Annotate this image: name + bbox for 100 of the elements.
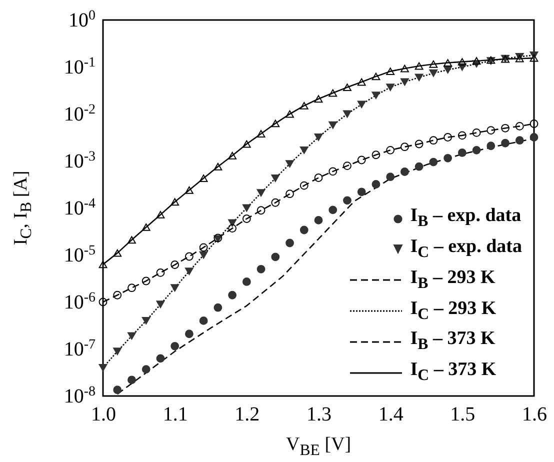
point: [256, 206, 266, 215]
point: [300, 102, 308, 110]
y-tick-label: 10$^{-6}$: [64, 290, 96, 314]
point: [98, 260, 108, 268]
point: [256, 130, 266, 138]
point: [228, 219, 237, 227]
point: [444, 66, 452, 74]
point: [458, 148, 466, 157]
y-tick-label: 10$^{-2}$: [64, 102, 96, 126]
point: [256, 264, 266, 274]
point: [300, 226, 308, 234]
point: [414, 62, 424, 70]
point: [184, 268, 194, 276]
point: [386, 172, 395, 182]
point: [271, 198, 280, 207]
point: [113, 386, 122, 394]
point: [184, 186, 194, 194]
point: [530, 120, 538, 128]
y-tick-label: 10$^{-5}$: [64, 243, 96, 266]
point: [256, 189, 266, 197]
point: [170, 342, 180, 350]
point: [515, 122, 524, 130]
point: [515, 136, 524, 145]
point: [328, 89, 338, 97]
point: [142, 224, 150, 231]
point: [214, 162, 222, 170]
point: [314, 174, 323, 182]
point: [271, 174, 280, 182]
point: [328, 206, 338, 214]
legend-label: I$_{B}$ – 373 K: [410, 327, 496, 356]
legend-label: I$_{B}$ – exp. data: [410, 204, 522, 232]
point: [400, 78, 409, 86]
point: [400, 142, 409, 152]
point: [357, 100, 366, 108]
point: [357, 78, 366, 86]
point: [444, 133, 452, 142]
point: [170, 198, 180, 206]
point: [156, 354, 165, 363]
x-tick-label: 1.5: [450, 404, 476, 426]
point: [343, 162, 352, 170]
point: [228, 224, 237, 232]
point: [414, 74, 424, 82]
point: [170, 284, 180, 292]
point: [271, 120, 280, 128]
point: [400, 168, 409, 176]
point: [170, 260, 180, 269]
point: [184, 330, 194, 338]
point: [286, 238, 294, 248]
x-tick-label: 1.2: [234, 404, 260, 426]
point: [128, 332, 136, 340]
point: [156, 210, 165, 218]
point: [199, 251, 208, 259]
point: [314, 134, 323, 141]
point: [472, 128, 481, 137]
point: [128, 284, 136, 292]
point: [113, 249, 122, 257]
point: [472, 57, 481, 65]
x-tick-label: 1.3: [306, 404, 332, 426]
point: [357, 188, 366, 196]
point: [486, 126, 496, 134]
point: [429, 69, 438, 77]
point: [429, 158, 438, 166]
x-tick-label: 1.1: [162, 404, 188, 426]
point: [199, 316, 208, 325]
point: [328, 121, 338, 129]
y-tick-label: 10$^{-4}$: [64, 196, 96, 220]
point: [242, 140, 251, 148]
point: [271, 252, 280, 262]
point: [156, 268, 165, 277]
point: [142, 316, 150, 324]
point: [458, 58, 466, 66]
point: [128, 376, 136, 384]
point: [142, 276, 150, 286]
point: [343, 84, 352, 92]
point: [199, 243, 208, 252]
point: [228, 290, 237, 300]
point: [300, 146, 308, 154]
point: [501, 138, 510, 148]
point: [343, 110, 352, 118]
point: [286, 110, 294, 118]
point: [414, 162, 424, 171]
point: [228, 152, 237, 160]
point: [242, 214, 251, 223]
point: [156, 300, 165, 308]
y-tick-label: 10$^{-1}$: [64, 55, 96, 78]
point: [372, 180, 380, 188]
point: [98, 364, 108, 372]
point: [444, 154, 452, 162]
point: [113, 348, 122, 356]
point: [128, 236, 136, 244]
point: [286, 160, 294, 168]
y-tick-label: 10$^{-7}$: [64, 337, 96, 360]
point: [357, 156, 366, 164]
point: [444, 59, 452, 66]
point: [472, 146, 481, 154]
y-tick-label: 10$^{-3}$: [64, 149, 96, 172]
point: [429, 60, 438, 68]
point: [486, 142, 496, 150]
point: [343, 196, 352, 205]
point: [98, 298, 108, 306]
